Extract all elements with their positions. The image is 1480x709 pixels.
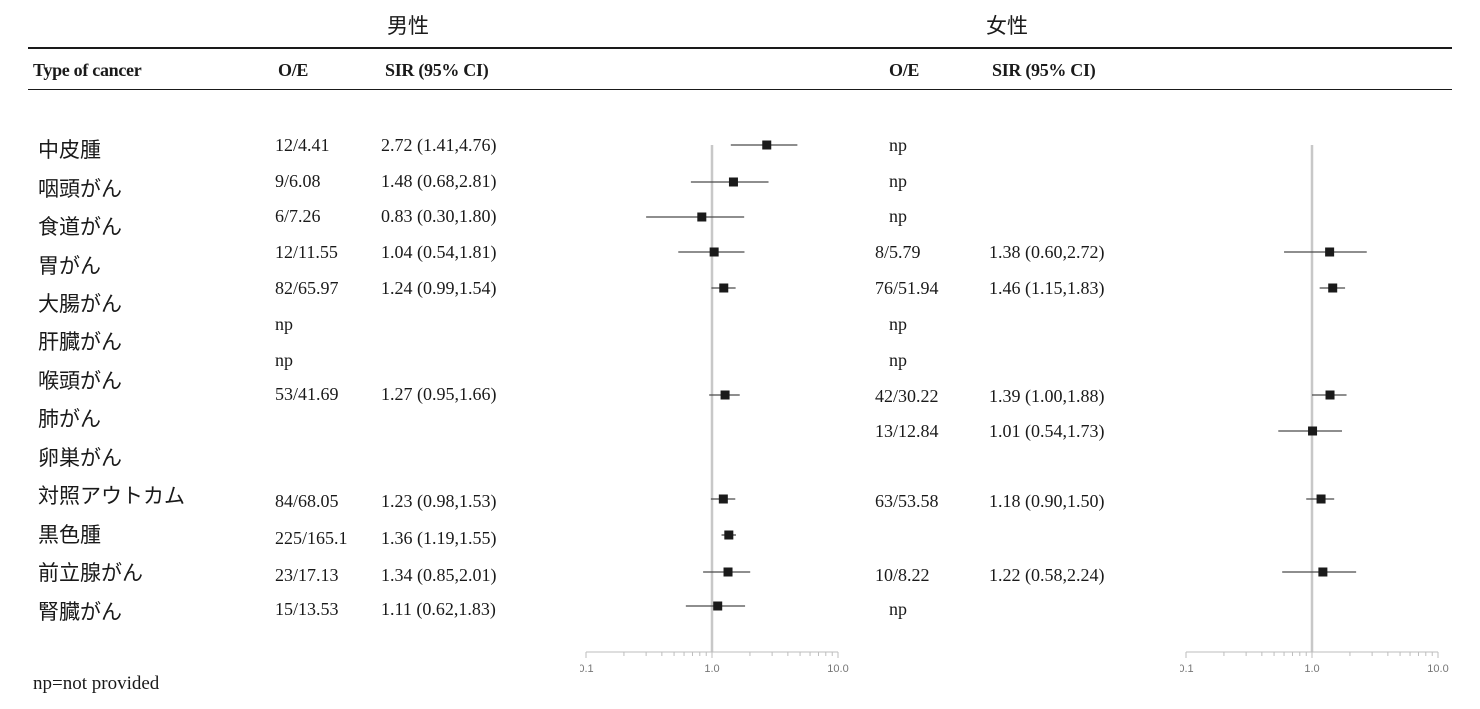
female-header: 女性: [986, 14, 1028, 38]
male-sir-cell: 1.48 (0.68,2.81): [381, 171, 497, 191]
point-estimate: [1328, 283, 1338, 293]
point-estimate: [724, 530, 734, 540]
female-oe-cell: 76/51.94: [875, 278, 939, 298]
male-sir-cell: 1.04 (0.54,1.81): [381, 242, 497, 262]
cancer-label: 大腸がん: [38, 292, 122, 316]
female-oe-cell: 63/53.58: [875, 491, 939, 511]
male-oe-cell: np: [275, 314, 293, 334]
x-tick-label: 0.1: [580, 663, 594, 675]
male-sir-cell: 1.34 (0.85,2.01): [381, 565, 497, 585]
female-sir-cell: 1.22 (0.58,2.24): [989, 565, 1105, 585]
point-estimate: [1308, 426, 1318, 436]
male-oe-cell: 82/65.97: [275, 278, 339, 298]
point-estimate: [719, 283, 729, 293]
female-sir-cell: 1.46 (1.15,1.83): [989, 278, 1105, 298]
female-sir-cell: 1.01 (0.54,1.73): [989, 421, 1105, 441]
cancer-label: 肺がん: [38, 407, 101, 431]
female-sir-cell: 1.18 (0.90,1.50): [989, 491, 1105, 511]
female-oe-cell: np: [889, 599, 907, 619]
cancer-label: 対照アウトカム: [38, 484, 185, 508]
cancer-label: 中皮腫: [38, 138, 101, 162]
male-header: 男性: [387, 14, 429, 38]
footnote: np=not provided: [33, 673, 160, 694]
male-sir-cell: 0.83 (0.30,1.80): [381, 206, 497, 226]
female-sir-header: SIR (95% CI): [992, 60, 1096, 80]
female-oe-cell: 10/8.22: [875, 565, 930, 585]
female-oe-cell: 8/5.79: [875, 242, 921, 262]
female-oe-cell: 13/12.84: [875, 421, 939, 441]
female-oe-cell: 42/30.22: [875, 386, 939, 406]
x-tick-label: 10.0: [1427, 663, 1448, 675]
female-oe-header: O/E: [889, 60, 920, 80]
point-estimate: [697, 212, 707, 222]
header-rule: [28, 89, 1452, 90]
point-estimate: [713, 601, 723, 611]
male-forest-plot: 0.1 1.0 10.0: [580, 140, 849, 675]
male-sir-cell: 1.27 (0.95,1.66): [381, 384, 497, 404]
point-estimate: [1318, 567, 1328, 577]
male-oe-cell: 84/68.05: [275, 491, 339, 511]
x-tick-label: 0.1: [1180, 663, 1194, 675]
point-estimate: [718, 494, 728, 504]
point-estimate: [1316, 494, 1326, 504]
point-estimate: [1325, 247, 1335, 257]
cancer-label: 卵巣がん: [38, 446, 122, 470]
male-oe-cell: 12/11.55: [275, 242, 338, 262]
point-estimate: [762, 140, 772, 150]
male-sir-cell: 1.11 (0.62,1.83): [381, 599, 496, 619]
female-oe-cell: np: [889, 350, 907, 370]
female-sir-cell: 1.38 (0.60,2.72): [989, 242, 1105, 262]
male-oe-cell: 9/6.08: [275, 171, 321, 191]
male-sir-header: SIR (95% CI): [385, 60, 489, 80]
female-sir-cell: 1.39 (1.00,1.88): [989, 386, 1105, 406]
x-tick-label: 10.0: [827, 663, 848, 675]
x-tick-label: 1.0: [704, 663, 719, 675]
cancer-label: 喉頭がん: [38, 369, 122, 393]
point-estimate: [728, 177, 738, 187]
cancer-label: 胃がん: [38, 254, 101, 278]
male-oe-cell: 225/165.1: [275, 528, 348, 548]
male-oe-cell: 6/7.26: [275, 206, 321, 226]
cancer-label: 黒色腫: [38, 523, 101, 547]
female-oe-cell: np: [889, 171, 907, 191]
top-rule: [28, 47, 1452, 49]
male-sir-cell: 1.36 (1.19,1.55): [381, 528, 497, 548]
male-sir-cell: 1.23 (0.98,1.53): [381, 491, 497, 511]
type-of-cancer-header: Type of cancer: [33, 60, 142, 80]
male-oe-cell: 15/13.53: [275, 599, 339, 619]
male-oe-cell: np: [275, 350, 293, 370]
male-sir-cell: 1.24 (0.99,1.54): [381, 278, 497, 298]
point-estimate: [1325, 390, 1335, 400]
cancer-label: 肝臓がん: [38, 330, 122, 354]
female-forest-plot: 0.1 1.0 10.0: [1180, 145, 1449, 675]
point-estimate: [709, 247, 719, 257]
male-oe-header: O/E: [278, 60, 309, 80]
female-oe-cell: np: [889, 314, 907, 334]
cancer-label: 咽頭がん: [38, 177, 122, 201]
male-oe-cell: 53/41.69: [275, 384, 339, 404]
cancer-label: 前立腺がん: [38, 561, 143, 585]
male-sir-cell: 2.72 (1.41,4.76): [381, 135, 497, 155]
male-oe-cell: 12/4.41: [275, 135, 330, 155]
female-oe-cell: np: [889, 206, 907, 226]
male-oe-cell: 23/17.13: [275, 565, 339, 585]
cancer-label: 食道がん: [38, 215, 122, 239]
female-oe-cell: np: [889, 135, 907, 155]
point-estimate: [723, 567, 733, 577]
cancer-label: 腎臓がん: [38, 600, 122, 624]
x-tick-label: 1.0: [1304, 663, 1319, 675]
point-estimate: [720, 390, 730, 400]
